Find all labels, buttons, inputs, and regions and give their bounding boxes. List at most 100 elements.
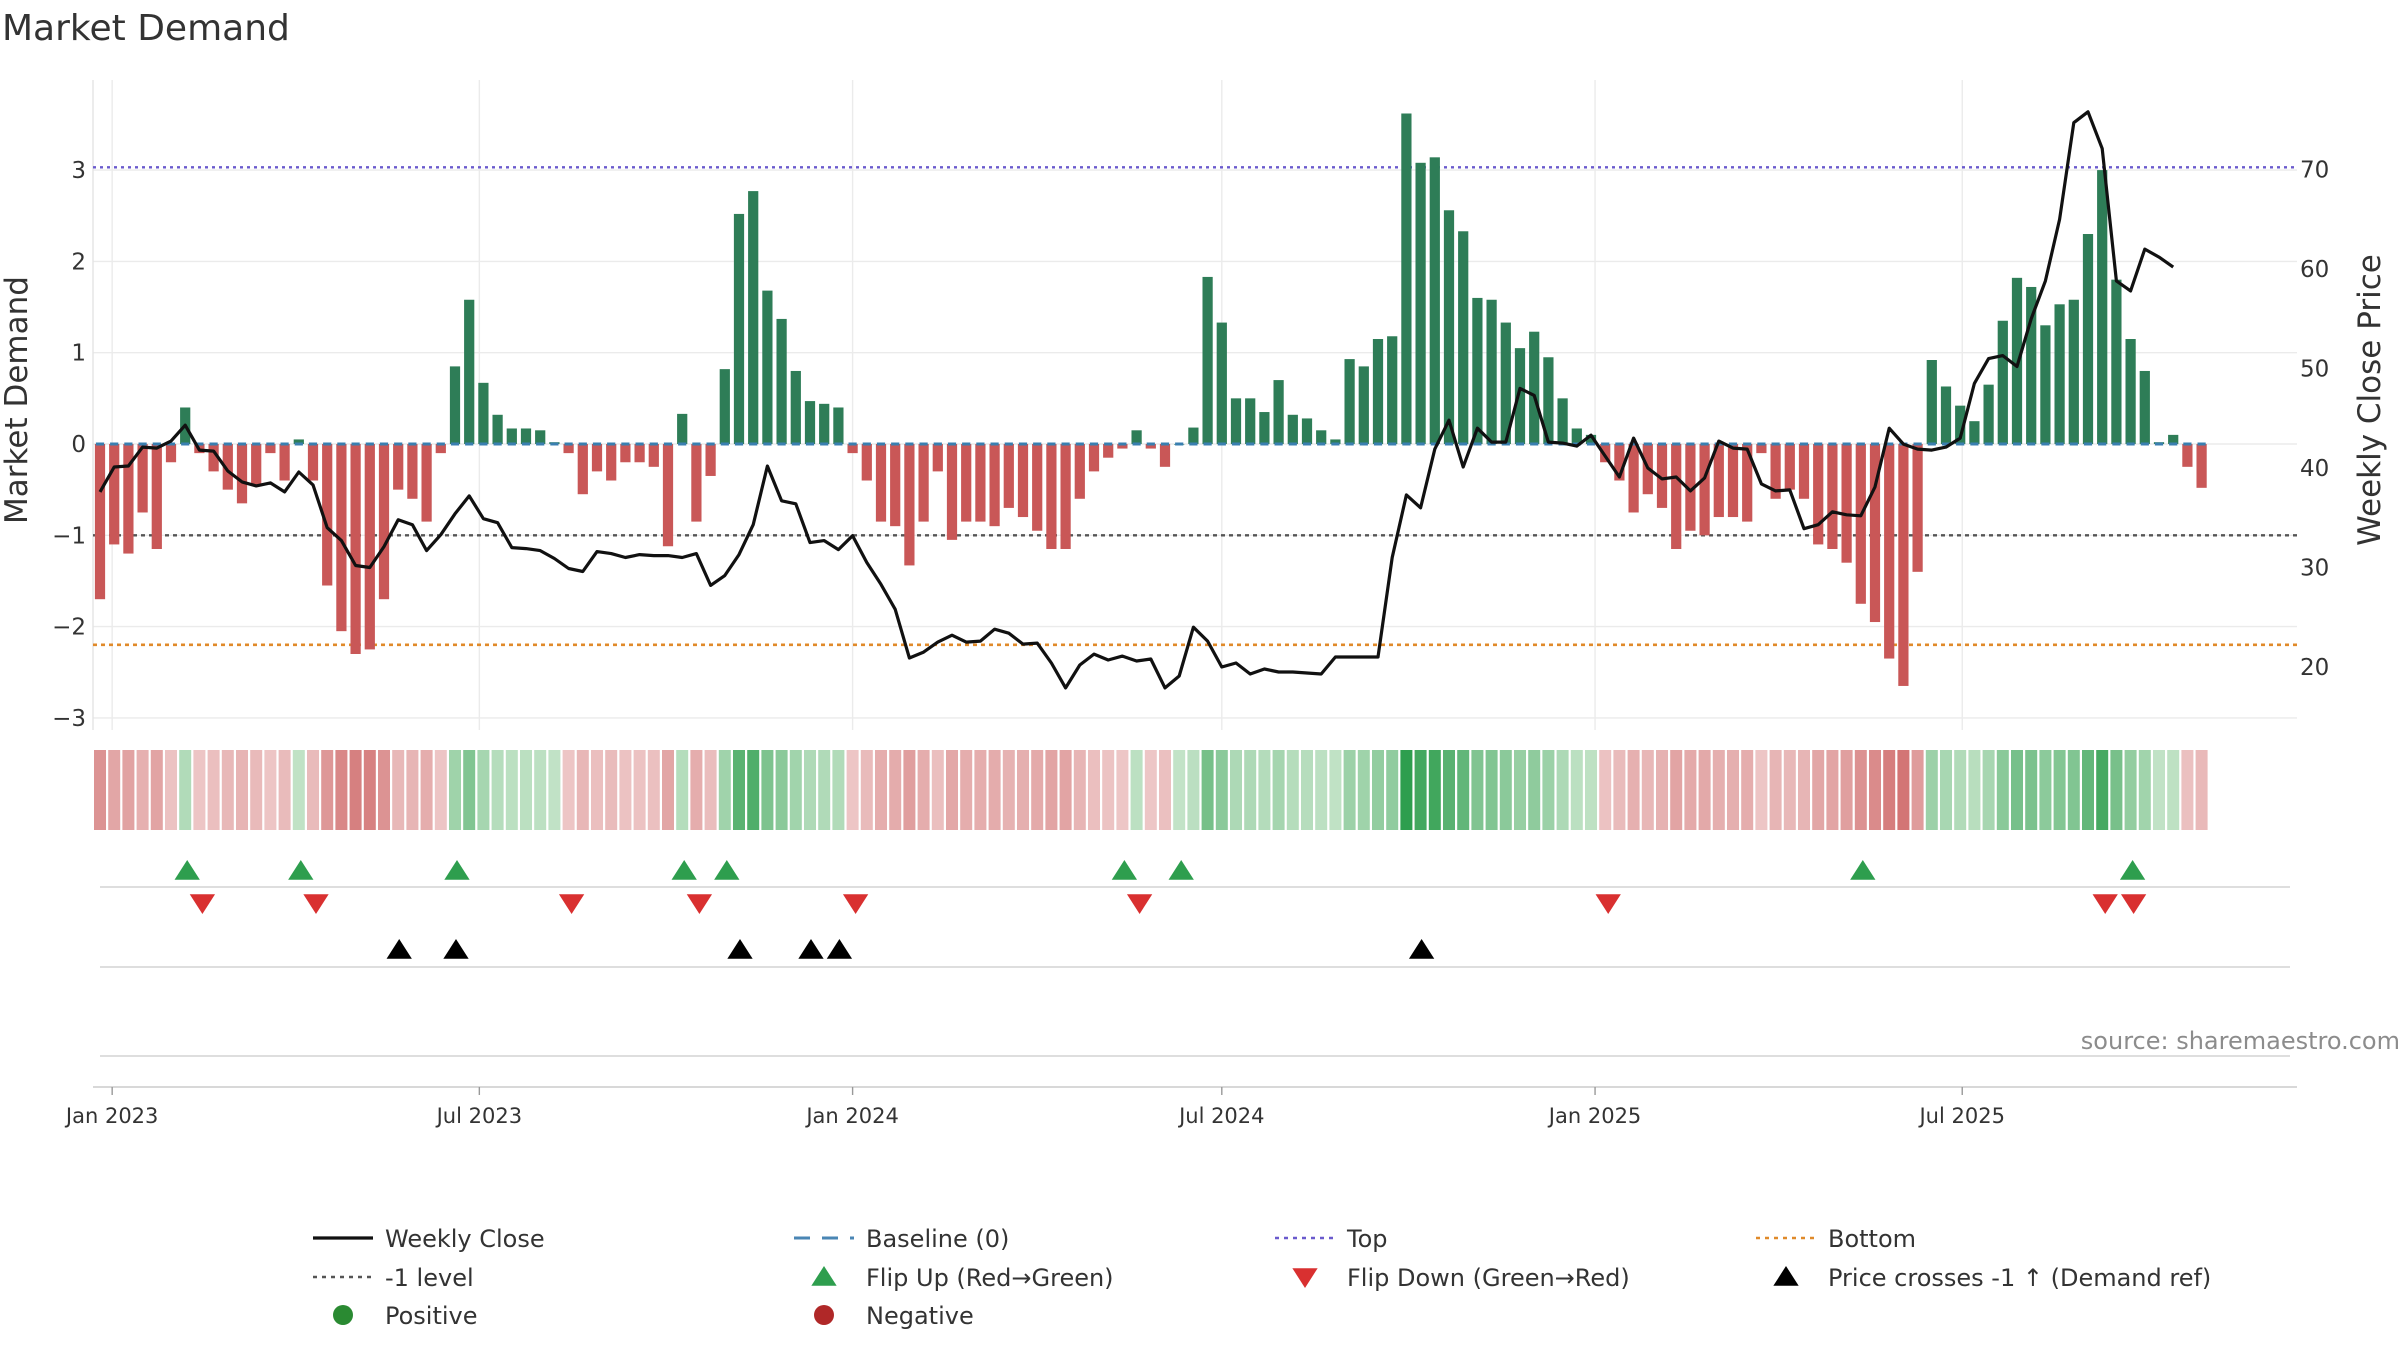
- demand-bar: [2082, 234, 2094, 444]
- heat-cell: [1542, 750, 1555, 830]
- demand-bar: [662, 444, 674, 547]
- demand-bar: [620, 444, 631, 463]
- demand-bar: [705, 444, 716, 476]
- y2-tick-label: 50: [2300, 357, 2329, 383]
- heat-cell: [1499, 750, 1512, 830]
- demand-bar: [1955, 405, 1966, 444]
- heat-cell: [619, 750, 632, 830]
- demand-bar: [123, 444, 134, 554]
- demand-bar: [1287, 414, 1298, 444]
- y2-tick-label: 70: [2300, 158, 2329, 184]
- y2-tick-label: 40: [2300, 456, 2329, 482]
- heat-cell: [733, 750, 745, 830]
- flip-down-marker: [2092, 894, 2118, 914]
- heat-cell: [1400, 750, 1413, 830]
- heat-cell: [1911, 750, 1924, 830]
- heat-cell: [1854, 750, 1867, 830]
- heat-cell: [1599, 750, 1612, 830]
- heat-cell: [1826, 750, 1839, 830]
- heat-cell: [1485, 750, 1498, 830]
- legend-swatch: [814, 1305, 834, 1325]
- demand-bar: [1543, 357, 1554, 444]
- demand-bar: [236, 444, 248, 504]
- demand-bar: [1827, 444, 1838, 549]
- demand-bar: [1387, 336, 1398, 444]
- heat-cell: [1159, 750, 1171, 830]
- heat-cell: [2138, 750, 2151, 830]
- heat-cell: [1741, 750, 1754, 830]
- heat-cell: [804, 750, 816, 830]
- legend-label: -1 level: [385, 1264, 474, 1292]
- demand-bar: [1074, 444, 1085, 499]
- heat-cell: [576, 750, 589, 830]
- reference-lines: [93, 166, 2297, 647]
- heat-cell: [108, 750, 121, 830]
- heat-cell: [1698, 750, 1711, 830]
- chart-title: Market Demand: [2, 8, 290, 49]
- heat-cell: [1996, 750, 2009, 830]
- heat-cell: [136, 750, 149, 830]
- heat-cell: [548, 750, 561, 830]
- heat-cell: [1116, 750, 1129, 830]
- demand-bar: [279, 444, 290, 481]
- demand-bar: [762, 290, 773, 444]
- heat-cell: [889, 750, 902, 830]
- flip-up-marker: [1168, 860, 1194, 880]
- heat-cell: [605, 750, 618, 830]
- demand-bar: [464, 299, 475, 444]
- heat-cell: [1088, 750, 1100, 830]
- heat-cell: [1002, 750, 1015, 830]
- heat-cell: [1556, 750, 1569, 830]
- demand-bar: [449, 366, 461, 444]
- heat-cell: [1528, 750, 1541, 830]
- heat-cell: [292, 750, 305, 830]
- heat-cell: [250, 750, 263, 830]
- heat-cell: [1144, 750, 1157, 830]
- heat-cell: [917, 750, 930, 830]
- heat-cell: [463, 750, 476, 830]
- heat-cell: [647, 750, 660, 830]
- demand-bar: [506, 428, 517, 444]
- demand-bar: [2040, 325, 2051, 444]
- demand-bar: [1415, 162, 1426, 444]
- heat-cell: [1712, 750, 1725, 830]
- heat-cell: [94, 750, 106, 830]
- heat-cell: [1940, 750, 1952, 830]
- demand-bar: [946, 444, 958, 540]
- heat-cell: [1230, 750, 1242, 830]
- flip-up-marker: [714, 860, 740, 880]
- demand-bar: [819, 403, 830, 444]
- heat-cell: [264, 750, 277, 830]
- heat-cell: [1570, 750, 1583, 830]
- y2-axis-ticks: 70 60 50 40 30 20: [2300, 158, 2329, 682]
- heat-cell: [1925, 750, 1938, 830]
- heat-cell: [1130, 750, 1143, 830]
- demand-bar: [2111, 279, 2122, 444]
- demand-bar: [1529, 331, 1540, 444]
- demand-bar: [875, 444, 887, 522]
- heat-cell: [988, 750, 1001, 830]
- heat-cell: [2181, 750, 2194, 830]
- heat-cell: [1514, 750, 1526, 830]
- heat-cell: [747, 750, 760, 830]
- demand-bar: [1230, 398, 1242, 444]
- heat-cell: [875, 750, 887, 830]
- heat-cell: [1258, 750, 1271, 830]
- flip-down-marker: [189, 894, 216, 914]
- legend-label: Negative: [866, 1302, 974, 1330]
- flip-down-marker: [686, 894, 713, 914]
- demand-bar: [378, 444, 390, 600]
- y2-tick-label: 20: [2300, 655, 2329, 681]
- flip-down-marker: [1126, 894, 1153, 914]
- demand-bar: [904, 444, 915, 566]
- heat-cell: [1471, 750, 1484, 830]
- legend-label: Positive: [385, 1302, 478, 1330]
- y2-axis-title: Weekly Close Price: [2352, 254, 2388, 546]
- heat-cell: [662, 750, 674, 830]
- demand-bar: [1571, 428, 1582, 444]
- demand-bar: [1898, 444, 1909, 686]
- y-tick-label: −3: [52, 706, 86, 732]
- demand-bar: [1472, 297, 1483, 444]
- y-axis-ticks: 3 2 1 0 −1 −2 −3: [52, 158, 86, 732]
- heat-cell: [903, 750, 916, 830]
